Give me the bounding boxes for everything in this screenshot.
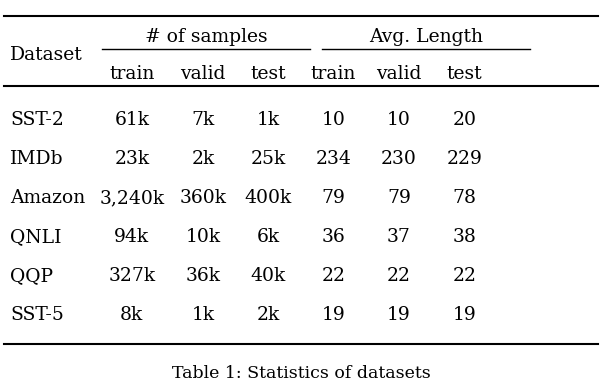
Text: Table 1: Statistics of datasets: Table 1: Statistics of datasets xyxy=(172,365,430,382)
Text: 61k: 61k xyxy=(114,111,149,129)
Text: 19: 19 xyxy=(322,306,346,324)
Text: valid: valid xyxy=(376,65,421,83)
Text: 1k: 1k xyxy=(191,306,214,324)
Text: 40k: 40k xyxy=(250,267,286,285)
Text: IMDb: IMDb xyxy=(10,150,64,168)
Text: 36k: 36k xyxy=(185,267,220,285)
Text: 3,240k: 3,240k xyxy=(99,189,164,207)
Text: 234: 234 xyxy=(315,150,352,168)
Text: Amazon: Amazon xyxy=(10,189,85,207)
Text: 2k: 2k xyxy=(256,306,280,324)
Text: 37: 37 xyxy=(387,228,411,246)
Text: 229: 229 xyxy=(446,150,482,168)
Text: QNLI: QNLI xyxy=(10,228,61,246)
Text: test: test xyxy=(447,65,482,83)
Text: 22: 22 xyxy=(387,267,411,285)
Text: 10: 10 xyxy=(321,111,346,129)
Text: 2k: 2k xyxy=(191,150,215,168)
Text: train: train xyxy=(109,65,155,83)
Text: 22: 22 xyxy=(321,267,346,285)
Text: test: test xyxy=(250,65,286,83)
Text: 38: 38 xyxy=(452,228,476,246)
Text: 8k: 8k xyxy=(120,306,143,324)
Text: Avg. Length: Avg. Length xyxy=(368,28,483,46)
Text: 79: 79 xyxy=(321,189,346,207)
Text: # of samples: # of samples xyxy=(144,28,267,46)
Text: 25k: 25k xyxy=(250,150,286,168)
Text: 22: 22 xyxy=(452,267,476,285)
Text: SST-5: SST-5 xyxy=(10,306,64,324)
Text: 19: 19 xyxy=(452,306,476,324)
Text: 230: 230 xyxy=(381,150,417,168)
Text: 6k: 6k xyxy=(257,228,280,246)
Text: 19: 19 xyxy=(387,306,411,324)
Text: 20: 20 xyxy=(452,111,476,129)
Text: 10: 10 xyxy=(387,111,411,129)
Text: 360k: 360k xyxy=(179,189,226,207)
Text: 36: 36 xyxy=(322,228,346,246)
Text: 400k: 400k xyxy=(245,189,292,207)
Text: 94k: 94k xyxy=(114,228,149,246)
Text: 10k: 10k xyxy=(185,228,220,246)
Text: 1k: 1k xyxy=(257,111,280,129)
Text: 78: 78 xyxy=(452,189,476,207)
Text: 327k: 327k xyxy=(108,267,155,285)
Text: 79: 79 xyxy=(387,189,411,207)
Text: 23k: 23k xyxy=(114,150,149,168)
Text: train: train xyxy=(311,65,356,83)
Text: Dataset: Dataset xyxy=(10,46,83,65)
Text: valid: valid xyxy=(181,65,226,83)
Text: 7k: 7k xyxy=(191,111,215,129)
Text: SST-2: SST-2 xyxy=(10,111,64,129)
Text: QQP: QQP xyxy=(10,267,53,285)
